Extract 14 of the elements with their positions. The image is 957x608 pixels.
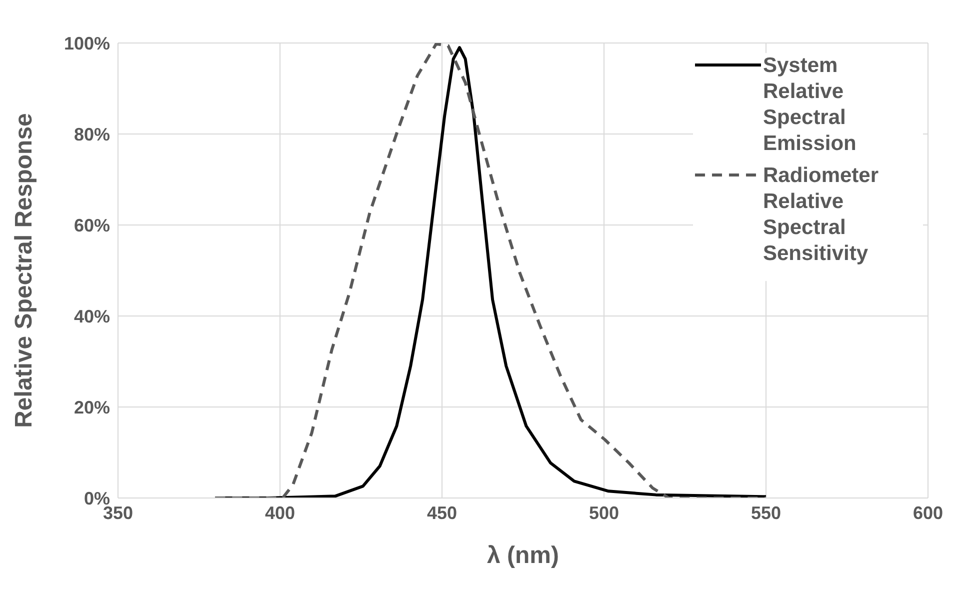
y-tick-label: 100%: [64, 33, 110, 54]
legend-label: System Relative Spectral Emission: [763, 53, 858, 157]
y-axis-title: Relative Spectral Response: [10, 113, 38, 428]
x-axis-title: λ (nm): [487, 542, 559, 569]
y-tick-label: 60%: [74, 215, 110, 236]
y-tick-label: 40%: [74, 306, 110, 326]
x-tick-label: 550: [750, 502, 782, 523]
x-tick-label: 500: [588, 502, 620, 523]
x-tick-label: 400: [264, 502, 296, 523]
y-tick-label: 80%: [74, 124, 110, 144]
x-tick-label: 450: [426, 502, 458, 523]
y-tick-label: 20%: [74, 397, 110, 418]
x-tick-label: 600: [912, 502, 944, 523]
legend-label: Radiometer Relative Spectral Sensitivity: [763, 163, 880, 267]
